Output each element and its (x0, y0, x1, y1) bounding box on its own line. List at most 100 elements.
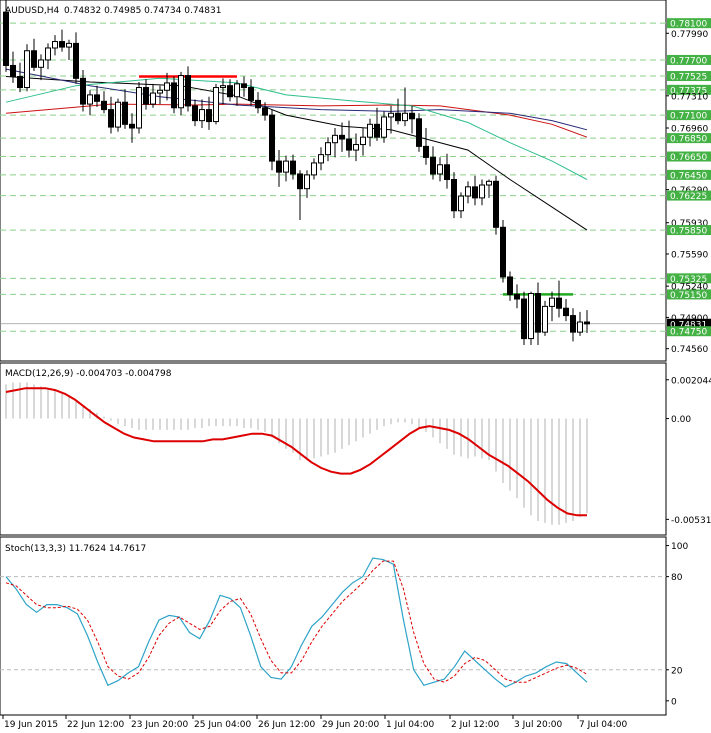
candle-bear (59, 41, 65, 48)
price-tag-bg (667, 273, 711, 284)
candle-bull (528, 293, 534, 340)
candle-bear (122, 101, 128, 125)
price-tick-label: 0.76960 (671, 124, 708, 134)
candle-bull (549, 297, 555, 307)
candle-bear (423, 145, 429, 158)
price-tick-label: 0.74560 (671, 345, 708, 355)
symbol-timeframe-label: AUDUSD,H4 (5, 6, 60, 16)
candle-bear (514, 293, 520, 300)
stoch-level-lines (0, 576, 666, 671)
candle-bear (80, 77, 86, 105)
candle-bull (311, 162, 317, 176)
macd-tick-label: 0.00 (671, 415, 691, 425)
price-tick-label: 0.77310 (671, 92, 708, 102)
stoch-tick-label: 80 (671, 573, 683, 583)
candle-bear (584, 321, 590, 325)
candle-bear (269, 114, 275, 162)
macd-tick-label: -0.005315 (671, 516, 711, 526)
stoch-signal-line (5, 560, 588, 683)
price-tag-bg (667, 326, 711, 337)
time-tick-label: 19 Jun 2015 (4, 720, 58, 730)
price-tick-label: 0.75930 (671, 219, 708, 229)
candle-bear (570, 315, 576, 333)
candle-bull (199, 109, 205, 122)
price-tick-label: 0.74750 (670, 328, 707, 338)
time-tick-label: 23 Jun 20:00 (131, 720, 188, 730)
stoch-lines (5, 557, 588, 688)
stoch-tick-label: 0 (671, 697, 677, 707)
price-tick-label: 0.77700 (670, 56, 707, 66)
price-tag-bg (667, 54, 711, 65)
candle-bull (234, 83, 240, 98)
time-tick-label: 25 Jun 04:00 (194, 720, 251, 730)
candle-bear (101, 100, 107, 111)
candle-bear (206, 109, 212, 123)
candle-bear (472, 186, 478, 199)
candle-bull (304, 174, 310, 190)
current-price-label: 0.74831 (670, 320, 707, 330)
candle-bear (374, 123, 380, 138)
candle-bull (486, 180, 492, 186)
price-panel-frame (0, 0, 667, 362)
candle-bear (507, 276, 513, 295)
candle-bear (241, 83, 247, 89)
price-tag-bg (667, 133, 711, 144)
time-tick-label: 22 Jun 12:00 (67, 720, 124, 730)
candle-bull (157, 89, 163, 94)
time-tick-label: 1 Jul 04:00 (386, 720, 435, 730)
price-tag-bg (667, 289, 711, 300)
candle-bull (38, 59, 44, 68)
candle-bear (17, 75, 23, 89)
stoch-panel-frame (0, 536, 667, 716)
price-tick-label: 0.77375 (670, 86, 707, 96)
candle-bear (129, 123, 135, 129)
price-tick-label: 0.76850 (670, 135, 707, 145)
candle-bear (94, 94, 100, 102)
candle-bull (136, 87, 142, 129)
price-tick-label: 0.75590 (671, 250, 708, 260)
candle-bull (465, 186, 471, 197)
macd-signal-line (5, 387, 587, 517)
candle-bear (248, 87, 254, 101)
price-tick-label: 0.76650 (670, 153, 707, 163)
price-tag-bg (667, 225, 711, 236)
candle-bear (185, 75, 191, 107)
candle-bull (353, 144, 359, 151)
time-axis: 19 Jun 2015 22 Jun 12:00 23 Jun 20:00 25 Ju… (2, 715, 628, 730)
price-tick-label: 0.75240 (671, 283, 708, 293)
macd-tick-label: 0.002044 (671, 376, 711, 386)
price-tick-label: 0.77525 (670, 73, 707, 83)
candle-bull (381, 116, 387, 138)
candle-bull (360, 136, 366, 146)
candle-bear (535, 293, 541, 333)
price-tag-bg (667, 84, 711, 95)
candle-bear (227, 85, 233, 98)
candle-bull (45, 47, 51, 61)
time-tick-label: 26 Jun 12:00 (258, 720, 315, 730)
candle-bull (542, 305, 548, 333)
candle-bull (52, 41, 58, 49)
candle-bear (563, 307, 569, 317)
price-tick-label: 0.75150 (670, 291, 707, 301)
candle-bull (479, 184, 485, 199)
candle-bear (500, 226, 506, 278)
stoch-axis: 100 80 20 0 (666, 542, 688, 707)
macd-title: MACD(12,26,9) -0.004703 -0.004798 (5, 369, 172, 379)
candle-bull (164, 82, 170, 91)
candle-bull (24, 50, 30, 89)
candle-bull (388, 112, 394, 118)
candle-bull (220, 85, 226, 89)
candle-bear (451, 178, 457, 212)
price-panel: AUDUSD,H4 0.74832 0.74985 0.74734 0.7483… (0, 0, 711, 362)
macd-axis: 0.002044 0.00 -0.005315 (666, 376, 711, 526)
candle-bull (402, 112, 408, 122)
macd-signal-path (5, 387, 587, 517)
macd-panel: MACD(12,26,9) -0.004703 -0.004798 0.0020… (0, 362, 711, 536)
stoch-main-line (5, 557, 588, 688)
candle-bull (458, 195, 464, 212)
candle-bull (283, 160, 289, 173)
candle-bull (332, 134, 338, 144)
price-tick-label: 0.77990 (671, 30, 708, 40)
candle-bear (10, 64, 16, 77)
